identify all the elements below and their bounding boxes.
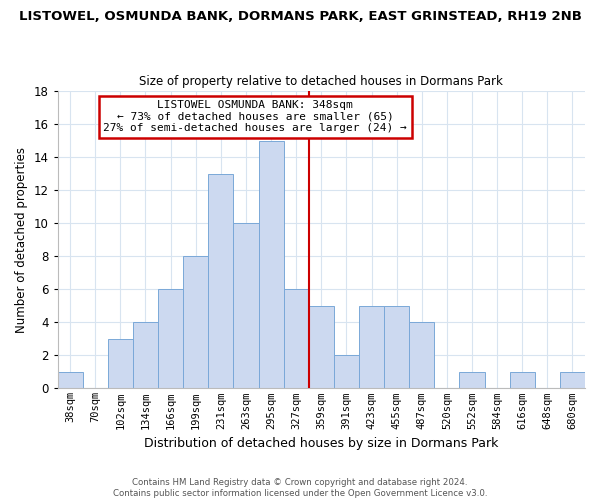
Bar [133,322,158,388]
Bar [359,306,384,388]
Bar [309,306,334,388]
Bar [259,140,284,388]
Bar [334,356,359,388]
Bar [233,223,259,388]
Text: LISTOWEL OSMUNDA BANK: 348sqm
← 73% of detached houses are smaller (65)
27% of s: LISTOWEL OSMUNDA BANK: 348sqm ← 73% of d… [103,100,407,133]
Bar [158,290,183,388]
Y-axis label: Number of detached properties: Number of detached properties [15,146,28,332]
Bar [560,372,585,388]
Text: LISTOWEL, OSMUNDA BANK, DORMANS PARK, EAST GRINSTEAD, RH19 2NB: LISTOWEL, OSMUNDA BANK, DORMANS PARK, EA… [19,10,581,23]
Bar [108,339,133,388]
X-axis label: Distribution of detached houses by size in Dormans Park: Distribution of detached houses by size … [144,437,499,450]
Bar [208,174,233,388]
Bar [460,372,485,388]
Bar [409,322,434,388]
Bar [183,256,208,388]
Title: Size of property relative to detached houses in Dormans Park: Size of property relative to detached ho… [139,76,503,88]
Text: Contains HM Land Registry data © Crown copyright and database right 2024.
Contai: Contains HM Land Registry data © Crown c… [113,478,487,498]
Bar [509,372,535,388]
Bar [384,306,409,388]
Bar [58,372,83,388]
Bar [284,290,309,388]
